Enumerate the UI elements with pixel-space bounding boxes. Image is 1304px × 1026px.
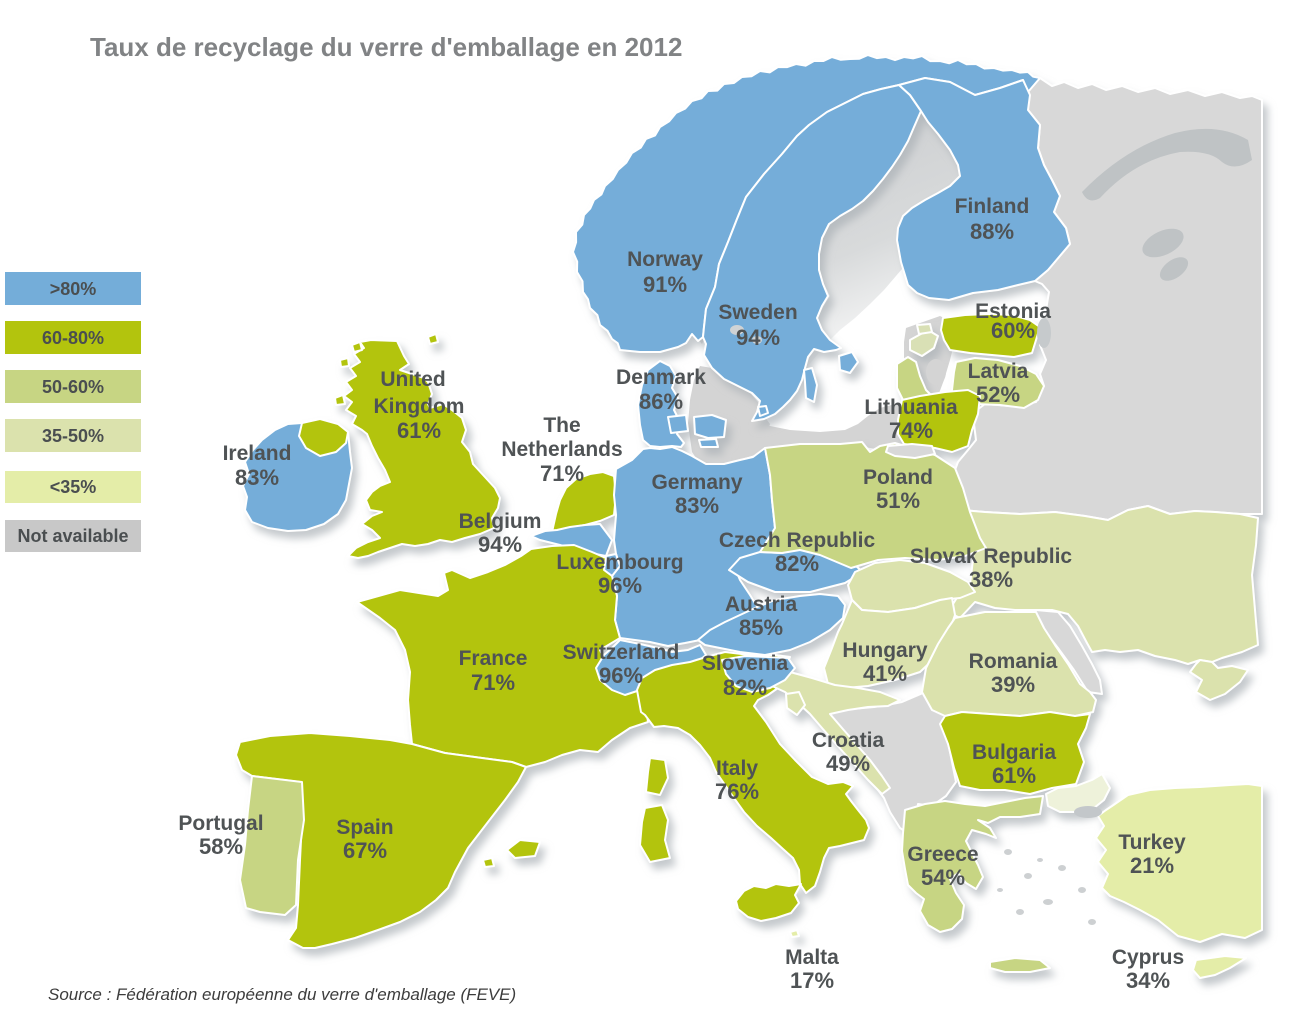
svg-text:94%: 94% bbox=[736, 325, 780, 350]
svg-text:39%: 39% bbox=[991, 672, 1035, 697]
svg-text:Turkey: Turkey bbox=[1118, 831, 1186, 854]
svg-text:86%: 86% bbox=[639, 389, 683, 414]
svg-text:88%: 88% bbox=[970, 219, 1014, 244]
svg-text:Estonia: Estonia bbox=[975, 300, 1051, 323]
svg-text:67%: 67% bbox=[343, 838, 387, 863]
svg-text:>80%: >80% bbox=[50, 279, 97, 299]
svg-text:Netherlands: Netherlands bbox=[501, 438, 622, 461]
svg-text:Czech Republic: Czech Republic bbox=[719, 529, 876, 552]
svg-text:Luxembourg: Luxembourg bbox=[556, 551, 683, 574]
svg-text:61%: 61% bbox=[992, 763, 1036, 788]
svg-text:96%: 96% bbox=[598, 573, 642, 598]
svg-text:82%: 82% bbox=[775, 551, 819, 576]
svg-text:Lithuania: Lithuania bbox=[864, 396, 958, 419]
svg-text:34%: 34% bbox=[1126, 968, 1170, 993]
svg-text:41%: 41% bbox=[863, 661, 907, 686]
svg-text:76%: 76% bbox=[715, 779, 759, 804]
svg-text:83%: 83% bbox=[675, 493, 719, 518]
svg-text:<35%: <35% bbox=[50, 477, 97, 497]
svg-text:Denmark: Denmark bbox=[616, 366, 706, 389]
svg-text:96%: 96% bbox=[599, 663, 643, 688]
svg-text:52%: 52% bbox=[976, 382, 1020, 407]
svg-text:Belgium: Belgium bbox=[459, 510, 542, 533]
svg-text:The: The bbox=[543, 414, 580, 437]
svg-text:82%: 82% bbox=[723, 675, 767, 700]
svg-text:Latvia: Latvia bbox=[968, 360, 1029, 383]
svg-text:49%: 49% bbox=[826, 751, 870, 776]
svg-text:Not available: Not available bbox=[17, 526, 128, 546]
svg-text:Source : Fédération européenne: Source : Fédération européenne du verre … bbox=[48, 985, 516, 1004]
svg-text:Bulgaria: Bulgaria bbox=[972, 741, 1056, 764]
svg-text:54%: 54% bbox=[921, 865, 965, 890]
svg-text:91%: 91% bbox=[643, 272, 687, 297]
svg-text:Germany: Germany bbox=[651, 471, 742, 494]
svg-text:17%: 17% bbox=[790, 968, 834, 993]
svg-text:Spain: Spain bbox=[336, 816, 393, 839]
svg-text:Cyprus: Cyprus bbox=[1112, 946, 1184, 969]
svg-text:Croatia: Croatia bbox=[812, 729, 885, 752]
svg-text:Poland: Poland bbox=[863, 466, 933, 489]
svg-text:Hungary: Hungary bbox=[842, 639, 928, 662]
svg-text:94%: 94% bbox=[478, 532, 522, 557]
svg-text:71%: 71% bbox=[540, 461, 584, 486]
svg-text:35-50%: 35-50% bbox=[42, 426, 104, 446]
svg-text:58%: 58% bbox=[199, 834, 243, 859]
svg-text:Norway: Norway bbox=[627, 248, 703, 271]
svg-text:Finland: Finland bbox=[955, 195, 1030, 218]
svg-text:Switzerland: Switzerland bbox=[563, 641, 680, 664]
svg-text:Greece: Greece bbox=[907, 843, 978, 866]
svg-text:21%: 21% bbox=[1130, 853, 1174, 878]
svg-text:71%: 71% bbox=[471, 670, 515, 695]
svg-text:60%: 60% bbox=[991, 318, 1035, 343]
svg-text:Taux de recyclage du verre d'e: Taux de recyclage du verre d'emballage e… bbox=[90, 32, 682, 62]
svg-text:Italy: Italy bbox=[716, 757, 758, 780]
svg-text:Sweden: Sweden bbox=[718, 301, 797, 324]
svg-text:50-60%: 50-60% bbox=[42, 377, 104, 397]
svg-text:France: France bbox=[459, 647, 528, 670]
svg-text:61%: 61% bbox=[397, 418, 441, 443]
svg-text:83%: 83% bbox=[235, 465, 279, 490]
svg-text:38%: 38% bbox=[969, 567, 1013, 592]
svg-text:Austria: Austria bbox=[725, 593, 798, 616]
svg-text:Slovenia: Slovenia bbox=[702, 652, 789, 675]
svg-text:Slovak Republic: Slovak Republic bbox=[910, 545, 1073, 568]
svg-text:Malta: Malta bbox=[785, 946, 839, 969]
svg-text:74%: 74% bbox=[889, 418, 933, 443]
svg-text:Kingdom: Kingdom bbox=[374, 395, 465, 418]
svg-text:51%: 51% bbox=[876, 488, 920, 513]
svg-text:85%: 85% bbox=[739, 615, 783, 640]
svg-text:Ireland: Ireland bbox=[223, 442, 292, 465]
svg-text:Portugal: Portugal bbox=[178, 812, 263, 835]
svg-text:United: United bbox=[380, 368, 445, 391]
svg-text:Romania: Romania bbox=[969, 650, 1058, 673]
svg-text:60-80%: 60-80% bbox=[42, 328, 104, 348]
